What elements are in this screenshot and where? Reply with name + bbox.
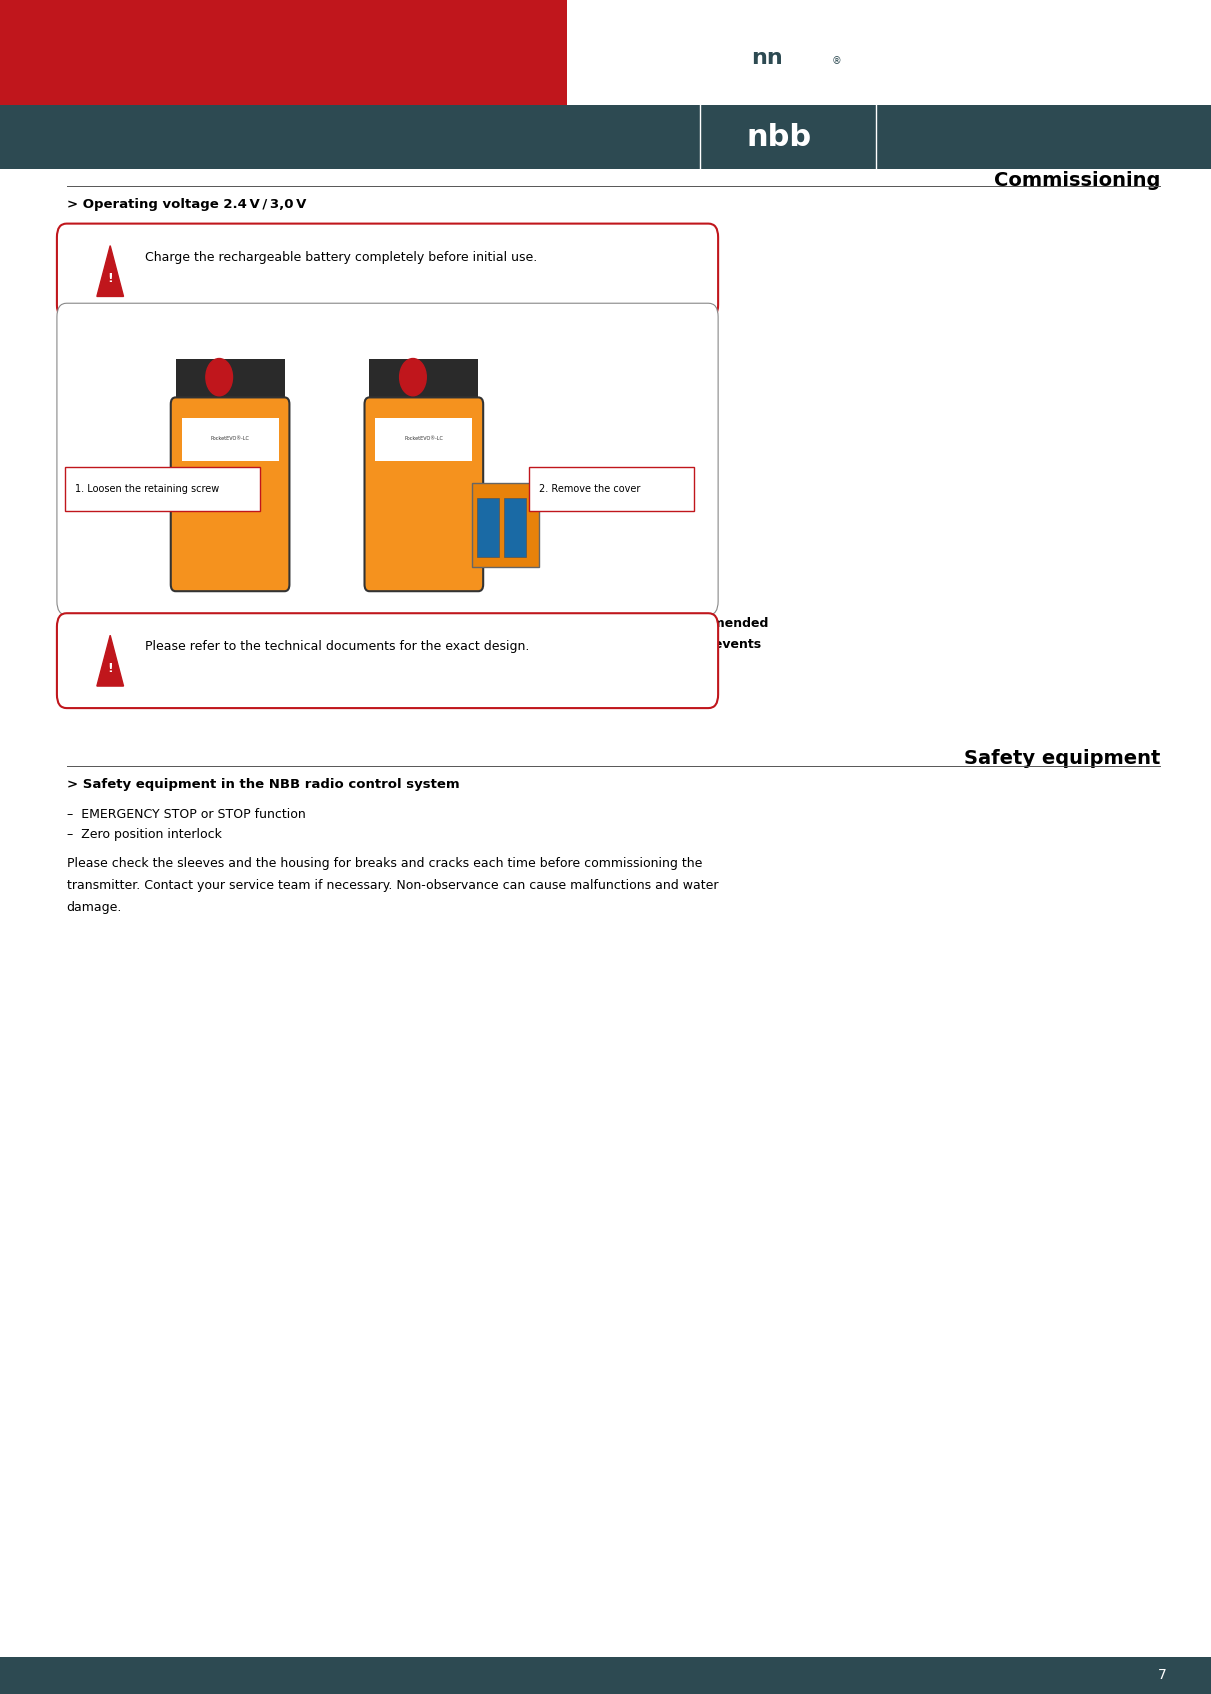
Text: transmitter. Contact your service team if necessary. Non-observance can cause ma: transmitter. Contact your service team i…: [67, 879, 718, 893]
Text: deep discharge of the battery and enhances its service life.: deep discharge of the battery and enhanc…: [67, 659, 486, 673]
Text: > Operating voltage 2.4 V / 3,0 V: > Operating voltage 2.4 V / 3,0 V: [67, 198, 306, 212]
Circle shape: [206, 359, 233, 396]
Bar: [472, 483, 539, 567]
Text: close cover and tighten retaining screw.: close cover and tighten retaining screw.: [67, 271, 317, 285]
Text: !: !: [108, 662, 113, 674]
Text: !: !: [108, 273, 113, 285]
FancyBboxPatch shape: [57, 303, 718, 615]
Text: damage.: damage.: [67, 901, 122, 915]
Bar: [176, 359, 285, 408]
Text: 7: 7: [1158, 1669, 1167, 1682]
Bar: [375, 418, 472, 461]
Polygon shape: [97, 635, 124, 686]
Text: the cover. Insert 2 fully charged AA 1.2 V NiMH batteries (or 1.5 V batteries) i: the cover. Insert 2 fully charged AA 1.2…: [67, 249, 723, 263]
Circle shape: [400, 359, 426, 396]
Text: ®: ®: [832, 56, 842, 66]
Text: –  EMERGENCY STOP or STOP function: – EMERGENCY STOP or STOP function: [67, 808, 305, 822]
FancyBboxPatch shape: [65, 466, 260, 510]
FancyBboxPatch shape: [365, 398, 483, 591]
FancyBboxPatch shape: [57, 613, 718, 708]
Bar: [700, 105, 876, 169]
Bar: [0, 105, 1211, 169]
Text: Loosen the retaining screw of the battery compartment on the back site of the tr: Loosen the retaining screw of the batter…: [67, 227, 713, 241]
Text: Commissioning: Commissioning: [994, 171, 1160, 190]
Text: If the NBB radio control system won’t be used for a long period of time, it is s: If the NBB radio control system won’t be…: [67, 617, 768, 630]
Bar: [0, 0, 567, 139]
Text: nn: nn: [751, 47, 782, 68]
Text: > Safety equipment in the NBB radio control system: > Safety equipment in the NBB radio cont…: [67, 778, 459, 791]
FancyBboxPatch shape: [57, 224, 718, 318]
Text: Safety equipment: Safety equipment: [964, 749, 1160, 767]
Text: nbb: nbb: [746, 122, 811, 152]
Bar: [477, 498, 499, 557]
Bar: [182, 418, 279, 461]
Polygon shape: [97, 246, 124, 296]
Bar: [504, 498, 526, 557]
Bar: [369, 359, 478, 408]
Text: remove the battery from transmitter and charge the battery approx. every 4 weeks: remove the battery from transmitter and …: [67, 637, 761, 650]
Text: Please refer to the technical documents for the exact design.: Please refer to the technical documents …: [145, 640, 529, 654]
Text: 1. Loosen the retaining screw: 1. Loosen the retaining screw: [75, 483, 219, 493]
Text: Charge the rechargeable battery completely before initial use.: Charge the rechargeable battery complete…: [145, 251, 538, 264]
FancyBboxPatch shape: [171, 398, 289, 591]
FancyBboxPatch shape: [529, 466, 694, 510]
Text: 2. Remove the cover: 2. Remove the cover: [539, 483, 641, 493]
Bar: [700, 105, 876, 274]
Text: PocketEVO®-LC: PocketEVO®-LC: [211, 435, 249, 440]
Bar: [0, 1657, 1211, 1694]
Text: –  Zero position interlock: – Zero position interlock: [67, 828, 222, 842]
Text: Please check the sleeves and the housing for breaks and cracks each time before : Please check the sleeves and the housing…: [67, 857, 702, 871]
Text: PocketEVO®-LC: PocketEVO®-LC: [404, 435, 443, 440]
